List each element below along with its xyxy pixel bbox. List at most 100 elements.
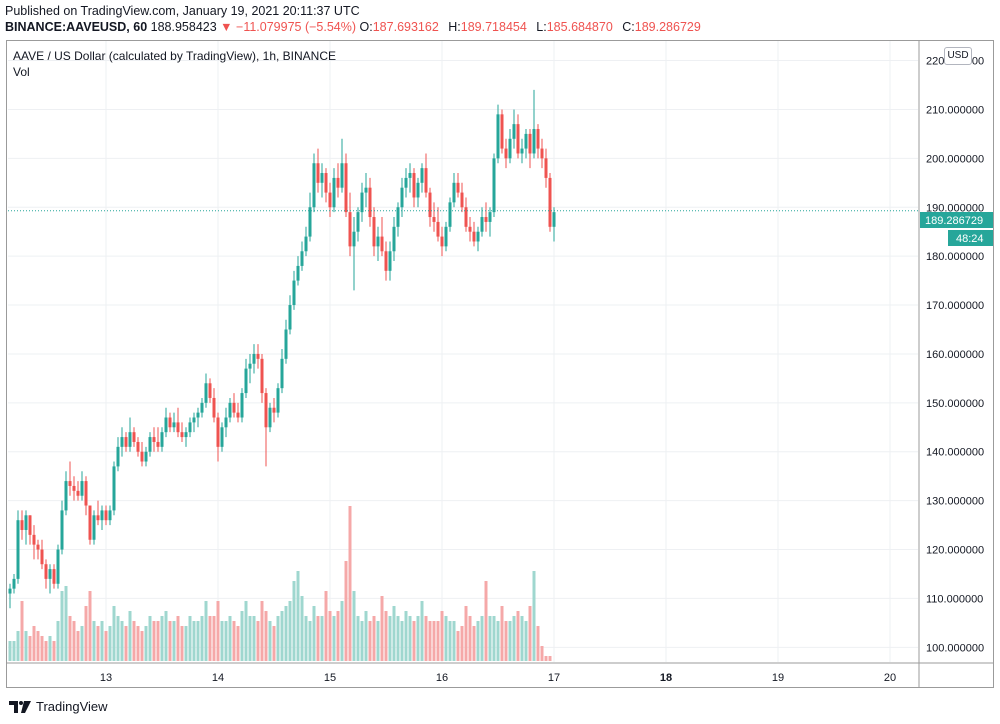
volume-legend[interactable]: Vol	[13, 65, 30, 79]
time-axis: 13 14 15 16 17 18 19 20	[100, 672, 896, 684]
volume-bar	[192, 621, 196, 661]
candle-body	[464, 207, 468, 227]
candle-body	[408, 173, 412, 178]
volume-bar	[140, 631, 144, 661]
price-tick-label: 130.000000	[926, 496, 984, 508]
volume-bar	[360, 621, 364, 661]
candle	[92, 510, 96, 545]
candle-body	[344, 163, 348, 213]
candle-body	[396, 207, 400, 227]
candle	[488, 207, 492, 237]
candle-body	[524, 133, 528, 149]
candle-body	[24, 515, 28, 530]
candle-body	[148, 437, 152, 452]
candle-body	[284, 329, 288, 359]
candle	[460, 182, 464, 213]
candle	[552, 207, 556, 242]
candle	[276, 383, 280, 418]
candle	[392, 217, 396, 262]
volume-bar	[24, 631, 28, 661]
volume-bar	[16, 631, 20, 661]
candle-body	[196, 412, 200, 418]
candle	[32, 525, 36, 560]
low-value: 185.684870	[546, 20, 613, 34]
volume-bar	[44, 641, 48, 661]
volume-bar	[384, 611, 388, 661]
volume-bar	[328, 611, 332, 661]
candle	[184, 427, 188, 447]
volume-bar	[308, 621, 312, 661]
candle	[128, 417, 132, 452]
candle-body	[216, 417, 220, 447]
candle-body	[480, 217, 484, 232]
open-label: O:	[359, 20, 373, 34]
candle	[544, 148, 548, 188]
candle	[272, 397, 276, 423]
candle-body	[328, 192, 332, 208]
candle-body	[56, 549, 60, 584]
candle	[260, 353, 264, 403]
candle	[368, 177, 372, 227]
candle-body	[124, 437, 128, 447]
candle	[528, 129, 532, 169]
candle	[420, 163, 424, 193]
high-label: H:	[448, 20, 461, 34]
candle-body	[548, 177, 552, 227]
volume-bar	[500, 606, 504, 661]
volume-bar	[492, 616, 496, 661]
candle	[120, 427, 124, 457]
candle-body	[40, 549, 44, 565]
candle-body	[420, 168, 424, 183]
candle	[188, 417, 192, 438]
candle-body	[472, 231, 476, 242]
published-caption: Published on TradingView.com, January 19…	[5, 4, 360, 18]
volume-bar	[240, 611, 244, 661]
candle-body	[308, 207, 312, 237]
candle	[72, 476, 76, 501]
candle	[40, 539, 44, 570]
volume-bar	[496, 621, 500, 661]
currency-button[interactable]: USD	[944, 47, 972, 65]
volume-bar	[124, 626, 128, 661]
candle-body	[364, 187, 368, 193]
candle-body	[544, 158, 548, 178]
candle-body	[224, 417, 228, 428]
candle-body	[8, 588, 12, 594]
price-tick-label: 120.000000	[926, 545, 984, 557]
volume-bar	[280, 611, 284, 661]
time-tick-label: 19	[772, 672, 784, 684]
volume-bar	[432, 621, 436, 661]
time-tick-label: 17	[548, 672, 560, 684]
volume-bar	[72, 621, 76, 661]
candle-body	[324, 173, 328, 193]
candle-body	[12, 578, 16, 589]
candle	[208, 378, 212, 403]
candle-body	[184, 432, 188, 438]
candle	[48, 564, 52, 594]
candle	[12, 573, 16, 594]
candle	[56, 544, 60, 589]
candle-body	[252, 353, 256, 364]
volume-bar	[336, 611, 340, 661]
volume-bar	[64, 586, 68, 661]
volume-bar	[148, 616, 152, 661]
candle-body	[348, 212, 352, 247]
volume-bar	[144, 626, 148, 661]
symbol-name[interactable]: BINANCE:AAVEUSD, 60	[5, 20, 148, 34]
open-value: 187.693162	[372, 20, 439, 34]
candle-body	[368, 187, 372, 218]
candle	[108, 505, 112, 526]
chart-legend-title[interactable]: AAVE / US Dollar (calculated by TradingV…	[13, 49, 337, 63]
candle-body	[500, 114, 504, 149]
candle	[480, 207, 484, 237]
volume-bar	[156, 621, 160, 661]
candle-body	[264, 393, 268, 428]
volume-bar	[268, 621, 272, 661]
candle-body	[380, 236, 384, 252]
chart-frame	[6, 40, 994, 688]
candle-body	[436, 221, 440, 237]
footer-brand[interactable]: TradingView	[9, 699, 108, 714]
volume-bar	[368, 621, 372, 661]
last-price: 188.958423	[150, 20, 217, 34]
